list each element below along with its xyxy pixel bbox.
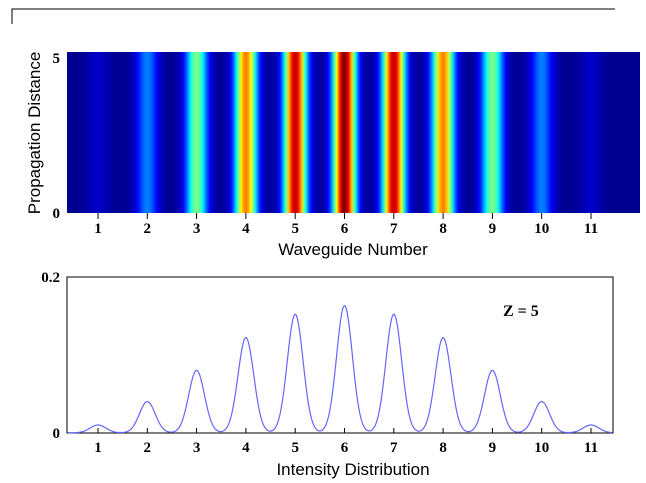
line-x-tick-label: 8 xyxy=(439,440,447,456)
heatmap-x-axis-label: Waveguide Number xyxy=(278,240,428,259)
heatmap-x-tick-label: 2 xyxy=(144,221,152,237)
line-y-ticks: 00.2 xyxy=(41,270,60,442)
intensity-series-line xyxy=(68,305,613,434)
heatmap-x-tick-label: 10 xyxy=(534,221,549,237)
line-x-tick-label: 4 xyxy=(242,440,250,456)
heatmap-y-tick-label: 5 xyxy=(53,51,61,67)
heatmap-image xyxy=(67,52,640,213)
line-y-tick-label: 0.2 xyxy=(41,270,60,286)
heatmap-x-tick-label: 7 xyxy=(390,221,398,237)
line-x-tick-label: 6 xyxy=(341,440,349,456)
heatmap-x-tick-label: 6 xyxy=(341,221,349,237)
line-y-tick-label: 0 xyxy=(53,426,61,442)
line-x-axis-label: Intensity Distribution xyxy=(276,460,429,479)
heatmap-x-tick-label: 9 xyxy=(489,221,497,237)
heatmap-y-ticks: 05 xyxy=(53,51,61,222)
line-x-tick-label: 1 xyxy=(94,440,102,456)
heatmap-y-tick-label: 0 xyxy=(53,206,61,222)
line-x-tick-label: 10 xyxy=(534,440,549,456)
line-x-tick-label: 11 xyxy=(584,440,598,456)
z-annotation: Z = 5 xyxy=(503,303,539,320)
line-x-tick-label: 2 xyxy=(144,440,152,456)
heatmap-y-axis-label: Propagation Distance xyxy=(25,52,44,215)
heatmap-x-ticks: 1 2 3 4 5 6 7 8 9 10 11 xyxy=(94,213,598,237)
line-x-tick-label: 7 xyxy=(390,440,398,456)
line-plot-frame xyxy=(66,276,614,434)
line-x-tick-label: 9 xyxy=(489,440,497,456)
line-x-tick-label: 3 xyxy=(193,440,201,456)
heatmap-x-tick-label: 3 xyxy=(193,221,201,237)
heatmap-x-tick-label: 1 xyxy=(94,221,102,237)
line-x-ticks: 1 2 3 4 5 6 7 8 9 10 11 xyxy=(94,428,598,456)
heatmap-panel: 1 2 3 4 5 6 7 8 9 10 11 05 Waveguide Number Propag… xyxy=(25,51,640,259)
line-x-tick-label: 5 xyxy=(291,440,299,456)
figure-frame xyxy=(11,8,615,24)
line-panel: 1 2 3 4 5 6 7 8 9 10 11 00.2 Z = 5 Intensity Distr… xyxy=(41,270,614,479)
heatmap-x-tick-label: 4 xyxy=(242,221,250,237)
heatmap-x-tick-label: 8 xyxy=(439,221,447,237)
heatmap-x-tick-label: 5 xyxy=(291,221,299,237)
heatmap-x-tick-label: 11 xyxy=(584,221,598,237)
